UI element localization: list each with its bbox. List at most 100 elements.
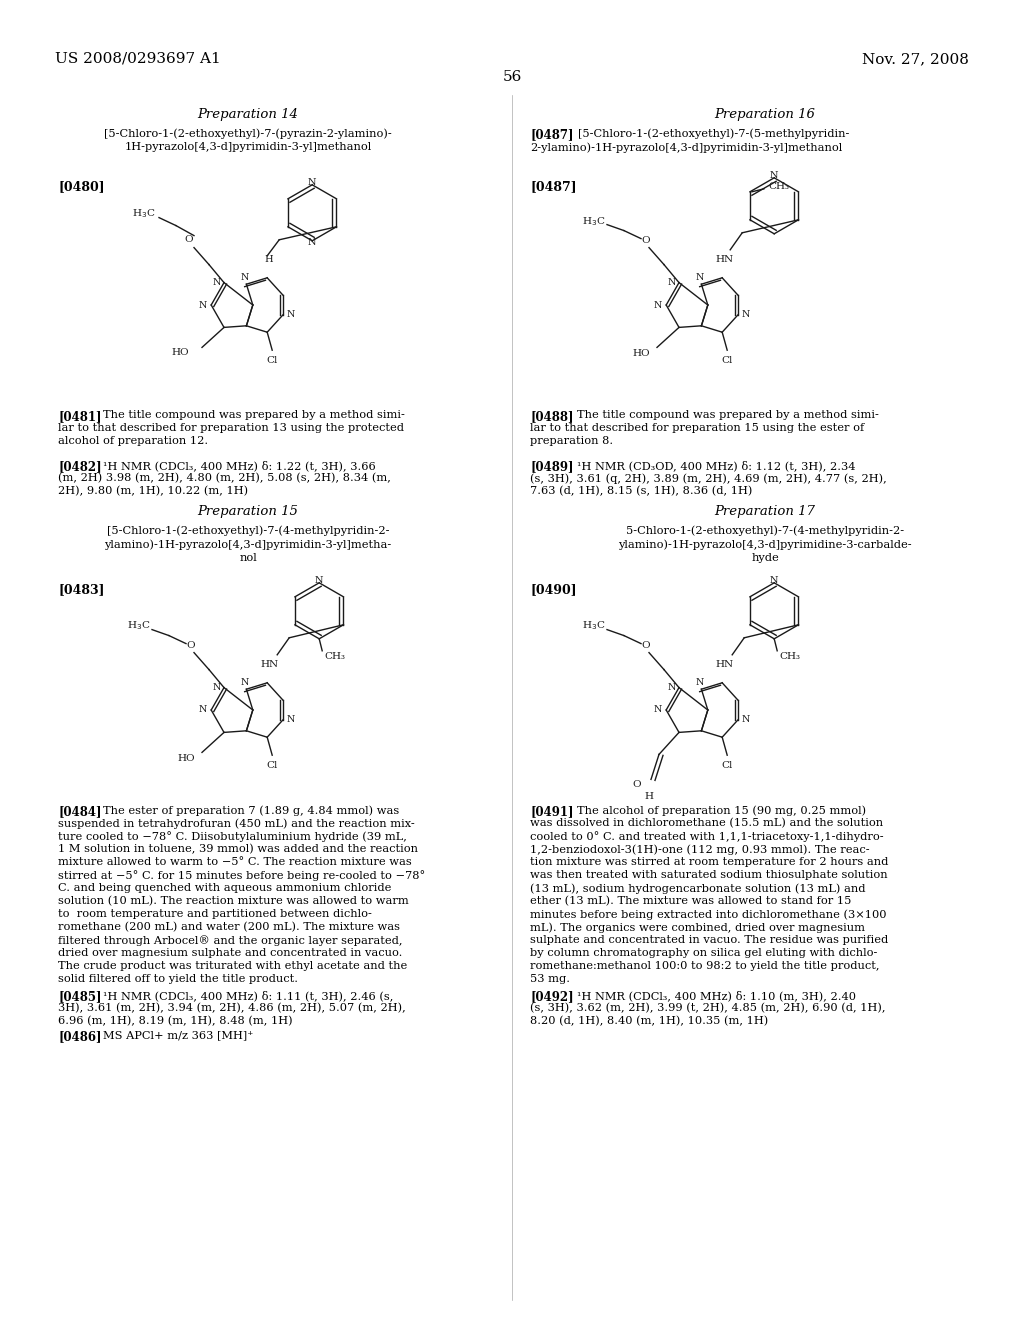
Text: Cl: Cl [722,760,733,770]
Text: US 2008/0293697 A1: US 2008/0293697 A1 [55,51,221,66]
Text: [0484]: [0484] [58,805,101,818]
Text: 8.20 (d, 1H), 8.40 (m, 1H), 10.35 (m, 1H): 8.20 (d, 1H), 8.40 (m, 1H), 10.35 (m, 1H… [530,1016,768,1027]
Text: (s, 3H), 3.62 (m, 2H), 3.99 (t, 2H), 4.85 (m, 2H), 6.90 (d, 1H),: (s, 3H), 3.62 (m, 2H), 3.99 (t, 2H), 4.8… [530,1003,886,1014]
Text: H$_3$C: H$_3$C [583,215,606,228]
Text: Cl: Cl [266,760,278,770]
Text: [0482]: [0482] [58,459,101,473]
Text: 1 M solution in toluene, 39 mmol) was added and the reaction: 1 M solution in toluene, 39 mmol) was ad… [58,843,418,854]
Text: N: N [668,684,676,692]
Text: Preparation 16: Preparation 16 [715,108,815,121]
Text: C. and being quenched with aqueous ammonium chloride: C. and being quenched with aqueous ammon… [58,883,391,894]
Text: HO: HO [632,348,650,358]
Text: N: N [241,677,249,686]
Text: 6.96 (m, 1H), 8.19 (m, 1H), 8.48 (m, 1H): 6.96 (m, 1H), 8.19 (m, 1H), 8.48 (m, 1H) [58,1016,293,1027]
Text: cooled to 0° C. and treated with 1,1,1-triacetoxy-1,1-dihydro-: cooled to 0° C. and treated with 1,1,1-t… [530,832,884,842]
Text: O: O [642,236,650,246]
Text: 2H), 9.80 (m, 1H), 10.22 (m, 1H): 2H), 9.80 (m, 1H), 10.22 (m, 1H) [58,486,248,496]
Text: was then treated with saturated sodium thiosulphate solution: was then treated with saturated sodium t… [530,870,888,880]
Text: [0491]: [0491] [530,805,573,818]
Text: by column chromatography on silica gel eluting with dichlo-: by column chromatography on silica gel e… [530,948,878,958]
Text: 5-Chloro-1-(2-ethoxyethyl)-7-(4-methylpyridin-2-: 5-Chloro-1-(2-ethoxyethyl)-7-(4-methylpy… [626,525,904,536]
Text: H$_3$C: H$_3$C [583,619,606,632]
Text: N: N [742,715,751,725]
Text: ¹H NMR (CDCl₃, 400 MHz) δ: 1.11 (t, 3H), 2.46 (s,: ¹H NMR (CDCl₃, 400 MHz) δ: 1.11 (t, 3H),… [103,990,393,1001]
Text: N: N [213,279,221,286]
Text: HN: HN [715,660,733,669]
Text: The title compound was prepared by a method simi-: The title compound was prepared by a met… [103,411,404,420]
Text: romethane (200 mL) and water (200 mL). The mixture was: romethane (200 mL) and water (200 mL). T… [58,921,400,932]
Text: N: N [308,178,316,187]
Text: N: N [770,577,778,585]
Text: MS APCl+ m/z 363 [MH]⁺: MS APCl+ m/z 363 [MH]⁺ [103,1030,253,1040]
Text: [0483]: [0483] [58,583,104,597]
Text: HO: HO [171,348,188,356]
Text: [0487]: [0487] [530,180,577,193]
Text: ether (13 mL). The mixture was allowed to stand for 15: ether (13 mL). The mixture was allowed t… [530,896,851,907]
Text: The crude product was triturated with ethyl acetate and the: The crude product was triturated with et… [58,961,408,972]
Text: suspended in tetrahydrofuran (450 mL) and the reaction mix-: suspended in tetrahydrofuran (450 mL) an… [58,818,415,829]
Text: The alcohol of preparation 15 (90 mg, 0.25 mmol): The alcohol of preparation 15 (90 mg, 0.… [577,805,866,816]
Text: H: H [644,792,653,801]
Text: mL). The organics were combined, dried over magnesium: mL). The organics were combined, dried o… [530,921,865,932]
Text: 1H-pyrazolo[4,3-d]pyrimidin-3-yl]methanol: 1H-pyrazolo[4,3-d]pyrimidin-3-yl]methano… [124,143,372,152]
Text: preparation 8.: preparation 8. [530,436,613,446]
Text: O: O [186,642,196,651]
Text: minutes before being extracted into dichloromethane (3×100: minutes before being extracted into dich… [530,909,887,920]
Text: ylamino)-1H-pyrazolo[4,3-d]pyrimidin-3-yl]metha-: ylamino)-1H-pyrazolo[4,3-d]pyrimidin-3-y… [104,539,391,549]
Text: 56: 56 [503,70,521,84]
Text: lar to that described for preparation 15 using the ester of: lar to that described for preparation 15… [530,422,864,433]
Text: sulphate and concentrated in vacuo. The residue was purified: sulphate and concentrated in vacuo. The … [530,935,888,945]
Text: solution (10 mL). The reaction mixture was allowed to warm: solution (10 mL). The reaction mixture w… [58,896,409,907]
Text: N: N [287,715,295,725]
Text: ¹H NMR (CDCl₃, 400 MHz) δ: 1.22 (t, 3H), 3.66: ¹H NMR (CDCl₃, 400 MHz) δ: 1.22 (t, 3H),… [103,459,376,471]
Text: [5-Chloro-1-(2-ethoxyethyl)-7-(4-methylpyridin-2-: [5-Chloro-1-(2-ethoxyethyl)-7-(4-methylp… [106,525,389,536]
Text: ture cooled to −78° C. Diisobutylaluminium hydride (39 mL,: ture cooled to −78° C. Diisobutylalumini… [58,832,407,842]
Text: CH₃: CH₃ [779,652,800,661]
Text: N: N [199,705,208,714]
Text: romethane:methanol 100:0 to 98:2 to yield the title product,: romethane:methanol 100:0 to 98:2 to yiel… [530,961,880,972]
Text: Nov. 27, 2008: Nov. 27, 2008 [862,51,969,66]
Text: Preparation 15: Preparation 15 [198,506,298,517]
Text: HN: HN [715,255,733,264]
Text: N: N [742,310,751,319]
Text: ¹H NMR (CD₃OD, 400 MHz) δ: 1.12 (t, 3H), 2.34: ¹H NMR (CD₃OD, 400 MHz) δ: 1.12 (t, 3H),… [577,459,855,471]
Text: nol: nol [240,553,257,564]
Text: [0480]: [0480] [58,180,104,193]
Text: N: N [315,577,324,585]
Text: Cl: Cl [722,355,733,364]
Text: CH₃: CH₃ [325,652,345,661]
Text: N: N [654,705,663,714]
Text: [5-Chloro-1-(2-ethoxyethyl)-7-(pyrazin-2-ylamino)-: [5-Chloro-1-(2-ethoxyethyl)-7-(pyrazin-2… [104,128,392,139]
Text: filtered through Arbocel® and the organic layer separated,: filtered through Arbocel® and the organi… [58,935,402,946]
Text: ylamino)-1H-pyrazolo[4,3-d]pyrimidine-3-carbalde-: ylamino)-1H-pyrazolo[4,3-d]pyrimidine-3-… [618,539,911,549]
Text: [0492]: [0492] [530,990,573,1003]
Text: 7.63 (d, 1H), 8.15 (s, 1H), 8.36 (d, 1H): 7.63 (d, 1H), 8.15 (s, 1H), 8.36 (d, 1H) [530,486,753,496]
Text: CH₃: CH₃ [768,182,788,191]
Text: 2-ylamino)-1H-pyrazolo[4,3-d]pyrimidin-3-yl]methanol: 2-ylamino)-1H-pyrazolo[4,3-d]pyrimidin-3… [530,143,843,153]
Text: 53 mg.: 53 mg. [530,974,570,983]
Text: [0488]: [0488] [530,411,573,422]
Text: [0485]: [0485] [58,990,101,1003]
Text: [0489]: [0489] [530,459,573,473]
Text: [0487]: [0487] [530,128,573,141]
Text: hyde: hyde [752,553,779,564]
Text: alcohol of preparation 12.: alcohol of preparation 12. [58,436,208,446]
Text: O: O [633,780,641,789]
Text: Preparation 14: Preparation 14 [198,108,298,121]
Text: HN: HN [260,660,279,669]
Text: The ester of preparation 7 (1.89 g, 4.84 mmol) was: The ester of preparation 7 (1.89 g, 4.84… [103,805,399,816]
Text: N: N [199,301,208,309]
Text: solid filtered off to yield the title product.: solid filtered off to yield the title pr… [58,974,298,983]
Text: H$_3$C: H$_3$C [127,619,151,632]
Text: Cl: Cl [266,355,278,364]
Text: (13 mL), sodium hydrogencarbonate solution (13 mL) and: (13 mL), sodium hydrogencarbonate soluti… [530,883,865,894]
Text: (s, 3H), 3.61 (q, 2H), 3.89 (m, 2H), 4.69 (m, 2H), 4.77 (s, 2H),: (s, 3H), 3.61 (q, 2H), 3.89 (m, 2H), 4.6… [530,473,887,483]
Text: O: O [184,235,194,244]
Text: H: H [265,255,273,264]
Text: N: N [654,301,663,309]
Text: lar to that described for preparation 13 using the protected: lar to that described for preparation 13… [58,422,404,433]
Text: tion mixture was stirred at room temperature for 2 hours and: tion mixture was stirred at room tempera… [530,857,889,867]
Text: was dissolved in dichloromethane (15.5 mL) and the solution: was dissolved in dichloromethane (15.5 m… [530,818,883,829]
Text: dried over magnesium sulphate and concentrated in vacuo.: dried over magnesium sulphate and concen… [58,948,402,958]
Text: [0481]: [0481] [58,411,101,422]
